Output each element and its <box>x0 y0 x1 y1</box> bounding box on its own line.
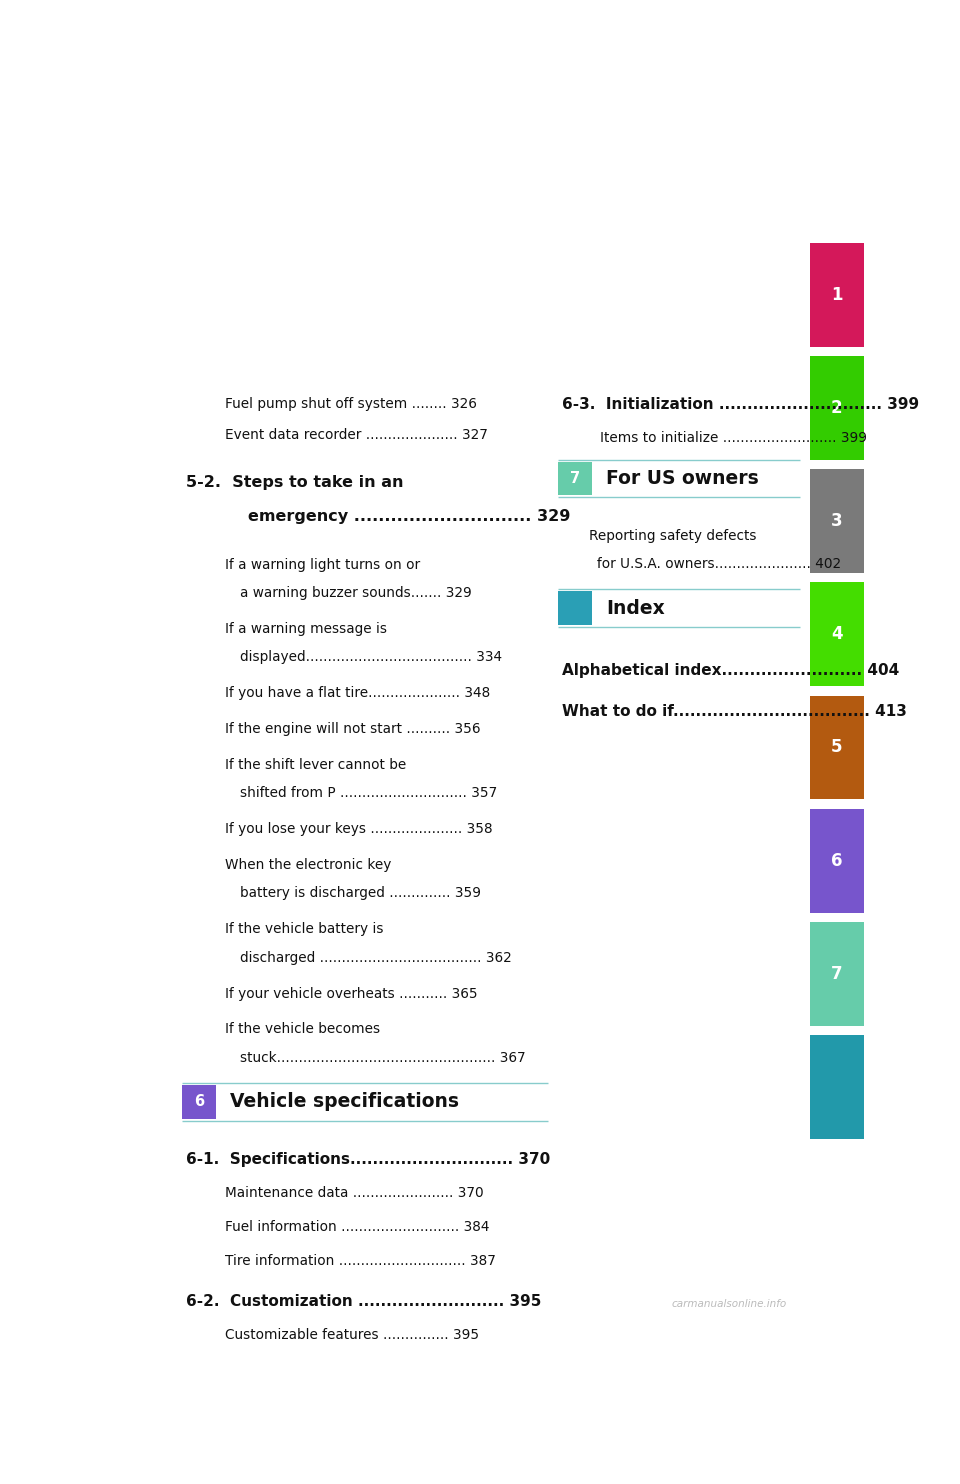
Text: 5: 5 <box>831 739 843 757</box>
Bar <box>558 591 592 625</box>
Bar <box>809 356 864 460</box>
Bar <box>809 243 864 347</box>
Text: for U.S.A. owners...................... 402: for U.S.A. owners...................... … <box>596 556 841 571</box>
Bar <box>809 469 864 573</box>
Text: If a warning light turns on or: If a warning light turns on or <box>225 558 420 571</box>
Text: If a warning message is: If a warning message is <box>225 622 387 637</box>
Text: Maintenance data ....................... 370: Maintenance data .......................… <box>225 1186 483 1201</box>
Text: 6-3.  Initialization ............................. 399: 6-3. Initialization ....................… <box>562 396 919 411</box>
Text: 7: 7 <box>570 470 580 487</box>
Bar <box>558 591 592 625</box>
Bar <box>809 582 864 686</box>
Text: If the engine will not start .......... 356: If the engine will not start .......... … <box>225 723 480 736</box>
Text: discharged ..................................... 362: discharged .............................… <box>240 951 512 965</box>
Text: For US owners: For US owners <box>606 469 758 488</box>
Text: What to do if................................... 413: What to do if...........................… <box>562 703 906 718</box>
Text: carmanualsonline.info: carmanualsonline.info <box>671 1298 786 1309</box>
Text: Vehicle specifications: Vehicle specifications <box>230 1092 459 1112</box>
Text: Customizable features ............... 395: Customizable features ............... 39… <box>225 1328 479 1343</box>
Text: 2: 2 <box>831 399 843 417</box>
Text: emergency ............................. 329: emergency ............................. … <box>248 509 570 524</box>
Text: 6-2.  Customization .......................... 395: 6-2. Customization .....................… <box>186 1294 541 1309</box>
Text: If your vehicle overheats ........... 365: If your vehicle overheats ........... 36… <box>225 987 477 1000</box>
Bar <box>809 696 864 800</box>
Text: Event data recorder ..................... 327: Event data recorder ....................… <box>225 427 488 442</box>
Text: If you have a flat tire..................... 348: If you have a flat tire.................… <box>225 686 490 700</box>
Text: Tire information ............................. 387: Tire information .......................… <box>225 1254 495 1269</box>
Text: Index: Index <box>606 598 664 617</box>
Text: a warning buzzer sounds....... 329: a warning buzzer sounds....... 329 <box>240 586 472 600</box>
Text: 6: 6 <box>831 852 843 870</box>
Text: Fuel pump shut off system ........ 326: Fuel pump shut off system ........ 326 <box>225 396 476 411</box>
Text: Reporting safety defects: Reporting safety defects <box>588 528 756 543</box>
Text: If the vehicle battery is: If the vehicle battery is <box>225 923 383 936</box>
Text: battery is discharged .............. 359: battery is discharged .............. 359 <box>240 886 481 901</box>
Bar <box>558 462 592 496</box>
Text: 4: 4 <box>831 625 843 643</box>
Text: stuck.................................................. 367: stuck...................................… <box>240 1051 526 1066</box>
Bar <box>809 1036 864 1140</box>
Text: displayed...................................... 334: displayed...............................… <box>240 650 502 665</box>
Text: Fuel information ........................... 384: Fuel information .......................… <box>225 1220 490 1235</box>
Text: 5-2.  Steps to take in an: 5-2. Steps to take in an <box>186 475 403 490</box>
Text: 6: 6 <box>194 1094 204 1110</box>
Text: 3: 3 <box>831 512 843 530</box>
Text: 6-1.  Specifications............................. 370: 6-1. Specifications.....................… <box>186 1152 550 1166</box>
Text: 7: 7 <box>831 965 843 982</box>
Text: shifted from P ............................. 357: shifted from P .........................… <box>240 787 497 800</box>
Text: If you lose your keys ..................... 358: If you lose your keys ..................… <box>225 822 492 837</box>
Text: When the electronic key: When the electronic key <box>225 858 391 873</box>
Text: 1: 1 <box>831 286 843 304</box>
Text: If the shift lever cannot be: If the shift lever cannot be <box>225 758 406 772</box>
Bar <box>182 1085 216 1119</box>
Bar <box>809 809 864 913</box>
Text: If the vehicle becomes: If the vehicle becomes <box>225 1022 380 1036</box>
Bar <box>809 922 864 1025</box>
Text: Alphabetical index......................... 404: Alphabetical index......................… <box>562 663 899 678</box>
Text: Items to initialize .......................... 399: Items to initialize ....................… <box>601 430 868 445</box>
